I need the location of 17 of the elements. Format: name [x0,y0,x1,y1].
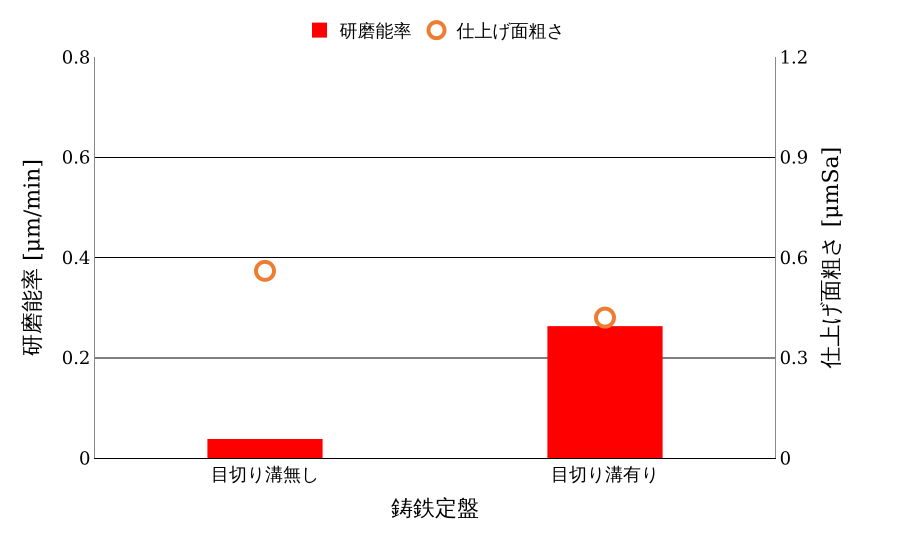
y-tick-label: 0.4 [62,248,90,269]
y2-tick-label: 0.9 [780,148,808,169]
y2-tick-label: 0.3 [780,348,808,370]
y2-tick-label: 1.2 [780,47,808,68]
y2-tick-label: 0 [780,448,792,470]
y-axis-title: 研磨能率 [μm/min] [20,159,46,356]
legend-label: 研磨能率 [340,21,412,42]
y-tick-label: 0.6 [62,148,90,169]
x-tick-label: 目切り溝無し [211,464,319,486]
x-tick-label: 目切り溝有り [551,464,659,486]
y-tick-label: 0.8 [62,47,90,68]
y-tick-label: 0.2 [62,348,90,370]
y-tick-label: 0 [78,448,90,470]
y2-tick-label: 0.6 [780,248,808,269]
y2-axis-title: 仕上げ面粗さ [μmSa] [819,146,844,370]
x-axis-title: 鋳鉄定盤 [391,496,479,522]
legend-label: 仕上げ面粗さ [456,21,564,42]
